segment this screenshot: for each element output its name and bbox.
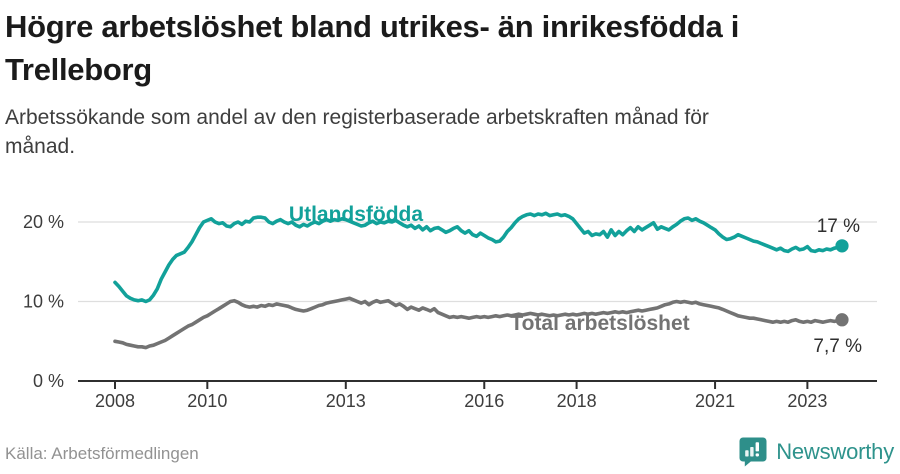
source-note: Källa: Arbetsförmedlingen: [5, 444, 199, 463]
x-tick-label: 2013: [326, 391, 366, 411]
y-tick-label: 10 %: [23, 292, 64, 312]
end-value-label-total: 7,7 %: [813, 336, 862, 357]
x-tick-label: 2010: [187, 391, 227, 411]
newsworthy-pin-barchart-icon: [739, 437, 767, 467]
page-subtitle: Arbetssökande som andel av den registerb…: [5, 105, 709, 158]
x-tick-label: 2021: [695, 391, 735, 411]
x-tick-label: 2016: [464, 391, 504, 411]
x-tick-label: 2018: [557, 391, 597, 411]
x-tick-label: 2008: [95, 391, 135, 411]
series-line-utlandsfodda: [113, 211, 844, 304]
y-tick-label: 0 %: [33, 371, 64, 391]
series-label-total: Total arbetslöshet: [510, 312, 689, 335]
line-chart: 0 % 10 % 20 % 2008 2010 2013 2016 2018 2021 2023 U…: [0, 171, 900, 421]
newsworthy-logo[interactable]: Newsworthy: [738, 436, 894, 467]
series-line-total: [113, 296, 844, 350]
end-value-label-utlandsfodda: 17 %: [817, 216, 860, 237]
y-tick-label: 20 %: [23, 212, 64, 232]
series-end-dot-total: [835, 313, 849, 327]
series-label-utlandsfodda: Utlandsfödda: [289, 203, 423, 226]
chart-svg: 0 % 10 % 20 % 2008 2010 2013 2016 2018 2021 2023 U…: [23, 203, 877, 411]
newsworthy-wordmark: Newsworthy: [776, 438, 894, 464]
series-end-dot-utlandsfodda: [835, 239, 849, 253]
page-title: Högre arbetslöshet bland utrikes- än inr…: [5, 9, 740, 87]
x-tick-label: 2023: [787, 391, 827, 411]
